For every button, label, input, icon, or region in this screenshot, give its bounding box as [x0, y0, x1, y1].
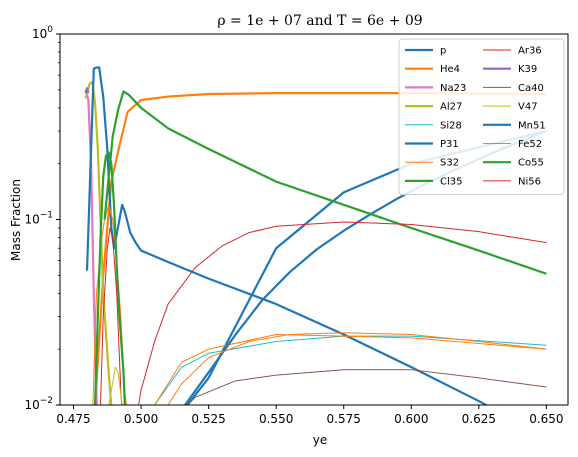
series-line-v47 — [108, 366, 123, 405]
x-axis-label: ye — [313, 433, 327, 447]
chart-title: ρ = 1e + 07 and T = 6e + 09 — [217, 13, 422, 29]
x-tick-label: 0.525 — [191, 412, 225, 426]
legend-label: K39 — [518, 64, 537, 75]
series-line-ar36 — [99, 227, 123, 405]
x-tick-label: 0.475 — [56, 412, 90, 426]
plot-area — [84, 66, 547, 405]
series-line-k39 — [84, 87, 90, 94]
legend-label: Si28 — [440, 120, 462, 131]
x-tick-label: 0.650 — [529, 412, 563, 426]
legend-label: Na23 — [440, 83, 466, 94]
series-line-co55 — [103, 90, 547, 275]
x-tick-label: 0.575 — [327, 412, 361, 426]
legend-label: Ni56 — [518, 176, 541, 187]
x-axis: 0.475 0.500 0.525 0.550 0.575 0.600 0.625 0.650 — [56, 405, 564, 426]
legend-box — [398, 38, 565, 196]
legend-label: P31 — [440, 139, 459, 150]
legend-label: Mn51 — [518, 120, 546, 131]
x-tick-label: 0.500 — [124, 412, 158, 426]
legend-label: Al27 — [440, 102, 462, 113]
series-line-fe52 — [167, 332, 547, 405]
legend-label: S32 — [440, 158, 459, 169]
x-tick-label: 0.625 — [462, 412, 496, 426]
legend-label: Ca40 — [518, 83, 544, 94]
x-tick-label: 0.550 — [259, 412, 293, 426]
y-tick-label: 10−2 — [24, 396, 53, 412]
series-line-ca40 — [187, 369, 547, 405]
legend-label: Co55 — [518, 158, 544, 169]
legend-label: He4 — [440, 64, 460, 75]
y-axis: 10−2 10−1 100 — [24, 25, 60, 412]
y-tick-label: 10−1 — [24, 211, 53, 227]
series-line-cl35 — [93, 151, 126, 405]
series-line-p31 — [85, 66, 489, 405]
legend-label: Cl35 — [440, 176, 463, 187]
series-line-ni56 — [138, 221, 547, 405]
legend-label: Fe52 — [518, 139, 542, 150]
y-axis-label: Mass Fraction — [9, 179, 23, 261]
y-tick-label: 100 — [32, 25, 53, 41]
x-tick-label: 0.600 — [394, 412, 428, 426]
legend-label: Ar36 — [518, 46, 542, 57]
legend: p He4 Na23 Al27 Si28 P31 S32 Cl35 Ar36 K39 Ca40 V47… — [398, 38, 565, 196]
series-line-al27 — [84, 81, 113, 405]
legend-label: V47 — [518, 102, 538, 113]
legend-label: p — [440, 46, 446, 57]
